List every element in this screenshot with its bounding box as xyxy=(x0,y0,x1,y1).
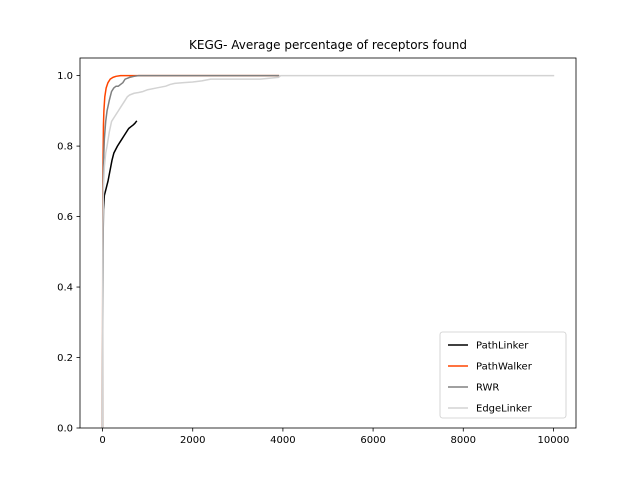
legend: PathLinker PathWalker RWR EdgeLinker xyxy=(439,331,567,419)
y-tick-label: 0.2 xyxy=(57,353,73,364)
series-line-pathlinker xyxy=(101,120,138,428)
legend-label-rwr: RWR xyxy=(476,383,499,394)
axes: 0 2000 4000 6000 8000 10000 0.0 0.2 0.4 0.6 0.8 1.0 xyxy=(57,57,577,446)
y-tick-label: 0.6 xyxy=(57,212,73,223)
legend-label-pathlinker: PathLinker xyxy=(476,341,529,352)
chart-title: KEGG- Average percentage of receptors fo… xyxy=(189,38,467,52)
series-line-edgelinker xyxy=(101,74,555,428)
series-line-pathwalker xyxy=(101,74,280,428)
y-tick-label: 0.8 xyxy=(57,142,73,153)
legend-label-pathwalker: PathWalker xyxy=(476,362,533,373)
axes-frame xyxy=(79,57,577,429)
x-tick-label: 8000 xyxy=(451,435,476,446)
y-tick-label: 0.0 xyxy=(57,424,73,435)
x-tick-label: 10000 xyxy=(538,435,570,446)
legend-label-edgelinker: EdgeLinker xyxy=(476,404,532,415)
series-lines xyxy=(101,74,555,428)
series-line-rwr xyxy=(101,74,280,428)
plot-area xyxy=(101,74,555,428)
x-tick-label: 2000 xyxy=(180,435,205,446)
x-tick-label: 6000 xyxy=(360,435,385,446)
y-tick-label: 1.0 xyxy=(57,71,73,82)
x-tick-label: 0 xyxy=(99,435,105,446)
y-tick-label: 0.4 xyxy=(57,283,73,294)
x-tick-label: 4000 xyxy=(270,435,295,446)
legend-box xyxy=(439,331,567,419)
